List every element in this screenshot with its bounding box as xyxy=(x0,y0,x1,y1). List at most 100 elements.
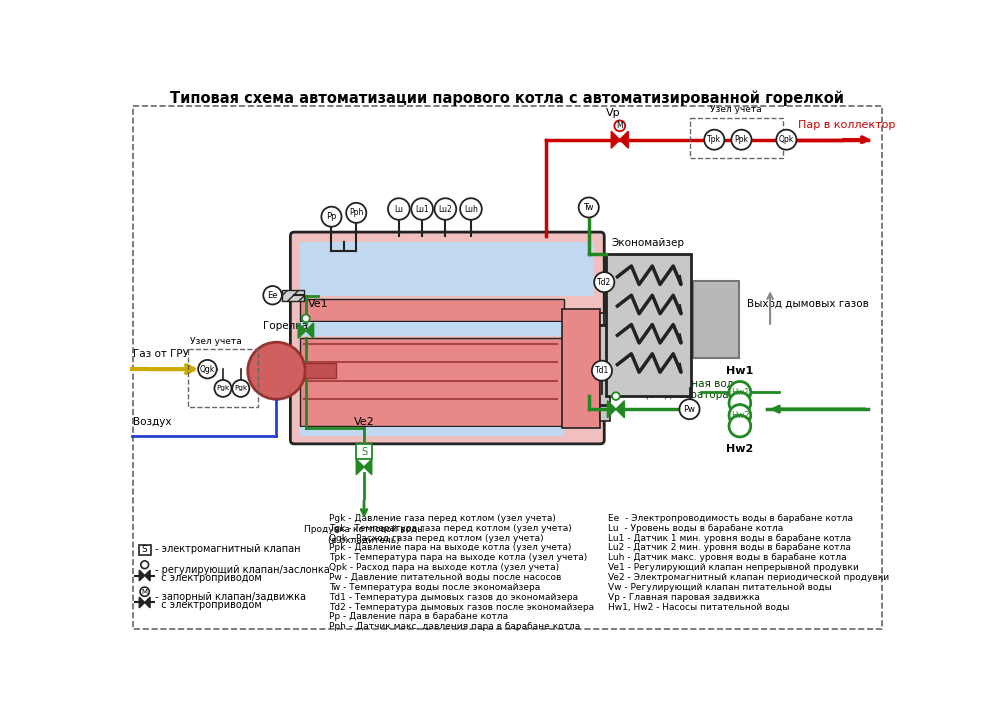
Text: Qgk: Qgk xyxy=(200,365,215,374)
Text: Tpk: Tpk xyxy=(707,135,722,144)
Circle shape xyxy=(729,405,750,426)
Bar xyxy=(606,254,691,396)
Bar xyxy=(300,427,564,436)
Circle shape xyxy=(346,203,366,223)
Circle shape xyxy=(435,198,456,220)
Circle shape xyxy=(215,380,232,397)
Bar xyxy=(300,322,564,336)
Text: Pgk: Pgk xyxy=(217,385,230,391)
Polygon shape xyxy=(611,132,620,148)
Circle shape xyxy=(732,129,751,149)
Bar xyxy=(300,299,564,320)
Bar xyxy=(282,290,304,300)
Text: Td2 - Температура дымовых газов после экономайзера: Td2 - Температура дымовых газов после эк… xyxy=(329,603,594,611)
Text: Узел учета: Узел учета xyxy=(190,337,243,346)
Polygon shape xyxy=(140,570,145,581)
Text: Hw2: Hw2 xyxy=(727,444,753,454)
Text: M: M xyxy=(142,588,148,595)
Text: Tw: Tw xyxy=(583,203,594,212)
Text: Ve2: Ve2 xyxy=(353,417,374,427)
Circle shape xyxy=(302,315,310,322)
Text: Pgk: Pgk xyxy=(235,385,248,391)
Text: S: S xyxy=(361,447,367,457)
Text: Luh - Датчик макс. уровня воды в барабане котла: Luh - Датчик макс. уровня воды в барабан… xyxy=(608,553,846,562)
Text: Ve1 - Регулирующий клапан непрерывной продувки: Ve1 - Регулирующий клапан непрерывной пр… xyxy=(608,563,859,572)
Bar xyxy=(300,337,564,426)
Circle shape xyxy=(411,198,433,220)
Text: Hw1: Hw1 xyxy=(731,388,749,397)
Circle shape xyxy=(248,342,305,399)
Text: Td1 - Температура дымовых газов до экономайзера: Td1 - Температура дымовых газов до эконо… xyxy=(329,593,578,602)
Bar xyxy=(561,309,600,428)
Text: Qpk - Расход пара на выходе котла (узел учета): Qpk - Расход пара на выходе котла (узел … xyxy=(329,563,559,572)
Circle shape xyxy=(776,129,796,149)
Bar xyxy=(300,242,594,296)
Text: Питательная вода
(от деаэратора): Питательная вода (от деаэратора) xyxy=(639,378,740,400)
Text: Ve2 - Электромагнитный клапан периодической продувки: Ve2 - Электромагнитный клапан периодичес… xyxy=(608,573,889,582)
Text: Vw: Vw xyxy=(629,387,645,397)
Text: Qpk: Qpk xyxy=(779,135,794,144)
Text: - электромагнитный клапан: - электромагнитный клапан xyxy=(154,544,300,554)
Circle shape xyxy=(460,198,482,220)
Text: Lu  - Уровень воды в барабане котла: Lu - Уровень воды в барабане котла xyxy=(608,524,783,533)
Text: Luh: Luh xyxy=(464,204,478,214)
Text: Пар в коллектор: Пар в коллектор xyxy=(798,120,895,130)
Text: Td2: Td2 xyxy=(597,277,612,287)
Circle shape xyxy=(612,393,620,400)
Text: с электроприводом: с электроприводом xyxy=(154,573,261,583)
Text: Hw1, Hw2 - Насосы питательной воды: Hw1, Hw2 - Насосы питательной воды xyxy=(608,603,789,611)
Text: Lu2 - Датчик 2 мин. уровня воды в барабане котла: Lu2 - Датчик 2 мин. уровня воды в бараба… xyxy=(608,543,851,553)
Polygon shape xyxy=(607,400,616,418)
Text: Ppk: Ppk xyxy=(735,135,748,144)
Text: Ve1: Ve1 xyxy=(308,299,328,309)
Circle shape xyxy=(233,380,249,397)
Text: Lu1 - Датчик 1 мин. уровня воды в барабане котла: Lu1 - Датчик 1 мин. уровня воды в бараба… xyxy=(608,533,851,543)
Bar xyxy=(600,313,610,420)
Circle shape xyxy=(729,415,750,437)
Text: Hw2: Hw2 xyxy=(731,411,749,420)
Text: Ppk - Давление пара на выходе котла (узел учета): Ppk - Давление пара на выходе котла (узе… xyxy=(329,543,571,553)
Text: Td1: Td1 xyxy=(595,366,609,375)
Bar xyxy=(693,280,740,358)
Text: Узел учета: Узел учета xyxy=(710,105,762,114)
Bar xyxy=(140,545,150,555)
Circle shape xyxy=(729,382,750,403)
Text: Экономайзер: Экономайзер xyxy=(612,237,685,247)
Circle shape xyxy=(592,360,612,380)
Circle shape xyxy=(579,197,599,217)
Text: - запорный клапан/задвижка: - запорный клапан/задвижка xyxy=(154,592,306,602)
Text: Горелка: Горелка xyxy=(263,320,308,330)
Text: Hw1: Hw1 xyxy=(727,366,753,376)
Text: Tw - Температура воды после экономайзера: Tw - Температура воды после экономайзера xyxy=(329,583,541,592)
Text: Qgk - Расход газа перед котлом (узел учета): Qgk - Расход газа перед котлом (узел уче… xyxy=(329,533,544,543)
Text: Pp: Pp xyxy=(326,212,337,221)
Circle shape xyxy=(263,286,282,305)
Text: Pph: Pph xyxy=(349,208,363,217)
Text: - регулирующий клапан/заслонка: - регулирующий клапан/заслонка xyxy=(154,565,330,575)
Text: Lu: Lu xyxy=(394,204,403,214)
Text: Газ от ГРУ: Газ от ГРУ xyxy=(133,349,189,359)
Bar xyxy=(188,349,257,407)
Text: Pgk - Давление газа перед котлом (узел учета): Pgk - Давление газа перед котлом (узел у… xyxy=(329,514,556,523)
FancyBboxPatch shape xyxy=(290,232,604,444)
Circle shape xyxy=(388,198,410,220)
Circle shape xyxy=(140,587,149,596)
Text: M: M xyxy=(617,122,623,130)
Text: Pp - Давление пара в барабане котла: Pp - Давление пара в барабане котла xyxy=(329,613,508,621)
Text: Типовая схема автоматизации парового котла с автоматизированной горелкой: Типовая схема автоматизации парового кот… xyxy=(170,90,844,106)
Circle shape xyxy=(729,393,750,414)
Text: Vw - Регулирующий клапан питательной воды: Vw - Регулирующий клапан питательной вод… xyxy=(608,583,832,592)
Text: Выход дымовых газов: Выход дымовых газов xyxy=(746,299,869,309)
Text: Pw - Давление питательной воды после насосов: Pw - Давление питательной воды после нас… xyxy=(329,573,561,582)
Bar xyxy=(305,363,336,378)
Text: Ee  - Электропроводимость воды в барабане котла: Ee - Электропроводимость воды в барабане… xyxy=(608,514,853,523)
Polygon shape xyxy=(298,323,306,338)
Polygon shape xyxy=(140,597,145,608)
Circle shape xyxy=(679,399,700,419)
Text: Lu2: Lu2 xyxy=(439,204,452,214)
Text: Pw: Pw xyxy=(683,405,696,414)
Text: Vp: Vp xyxy=(606,108,621,118)
Polygon shape xyxy=(620,132,629,148)
Circle shape xyxy=(198,360,217,378)
Polygon shape xyxy=(145,570,150,581)
